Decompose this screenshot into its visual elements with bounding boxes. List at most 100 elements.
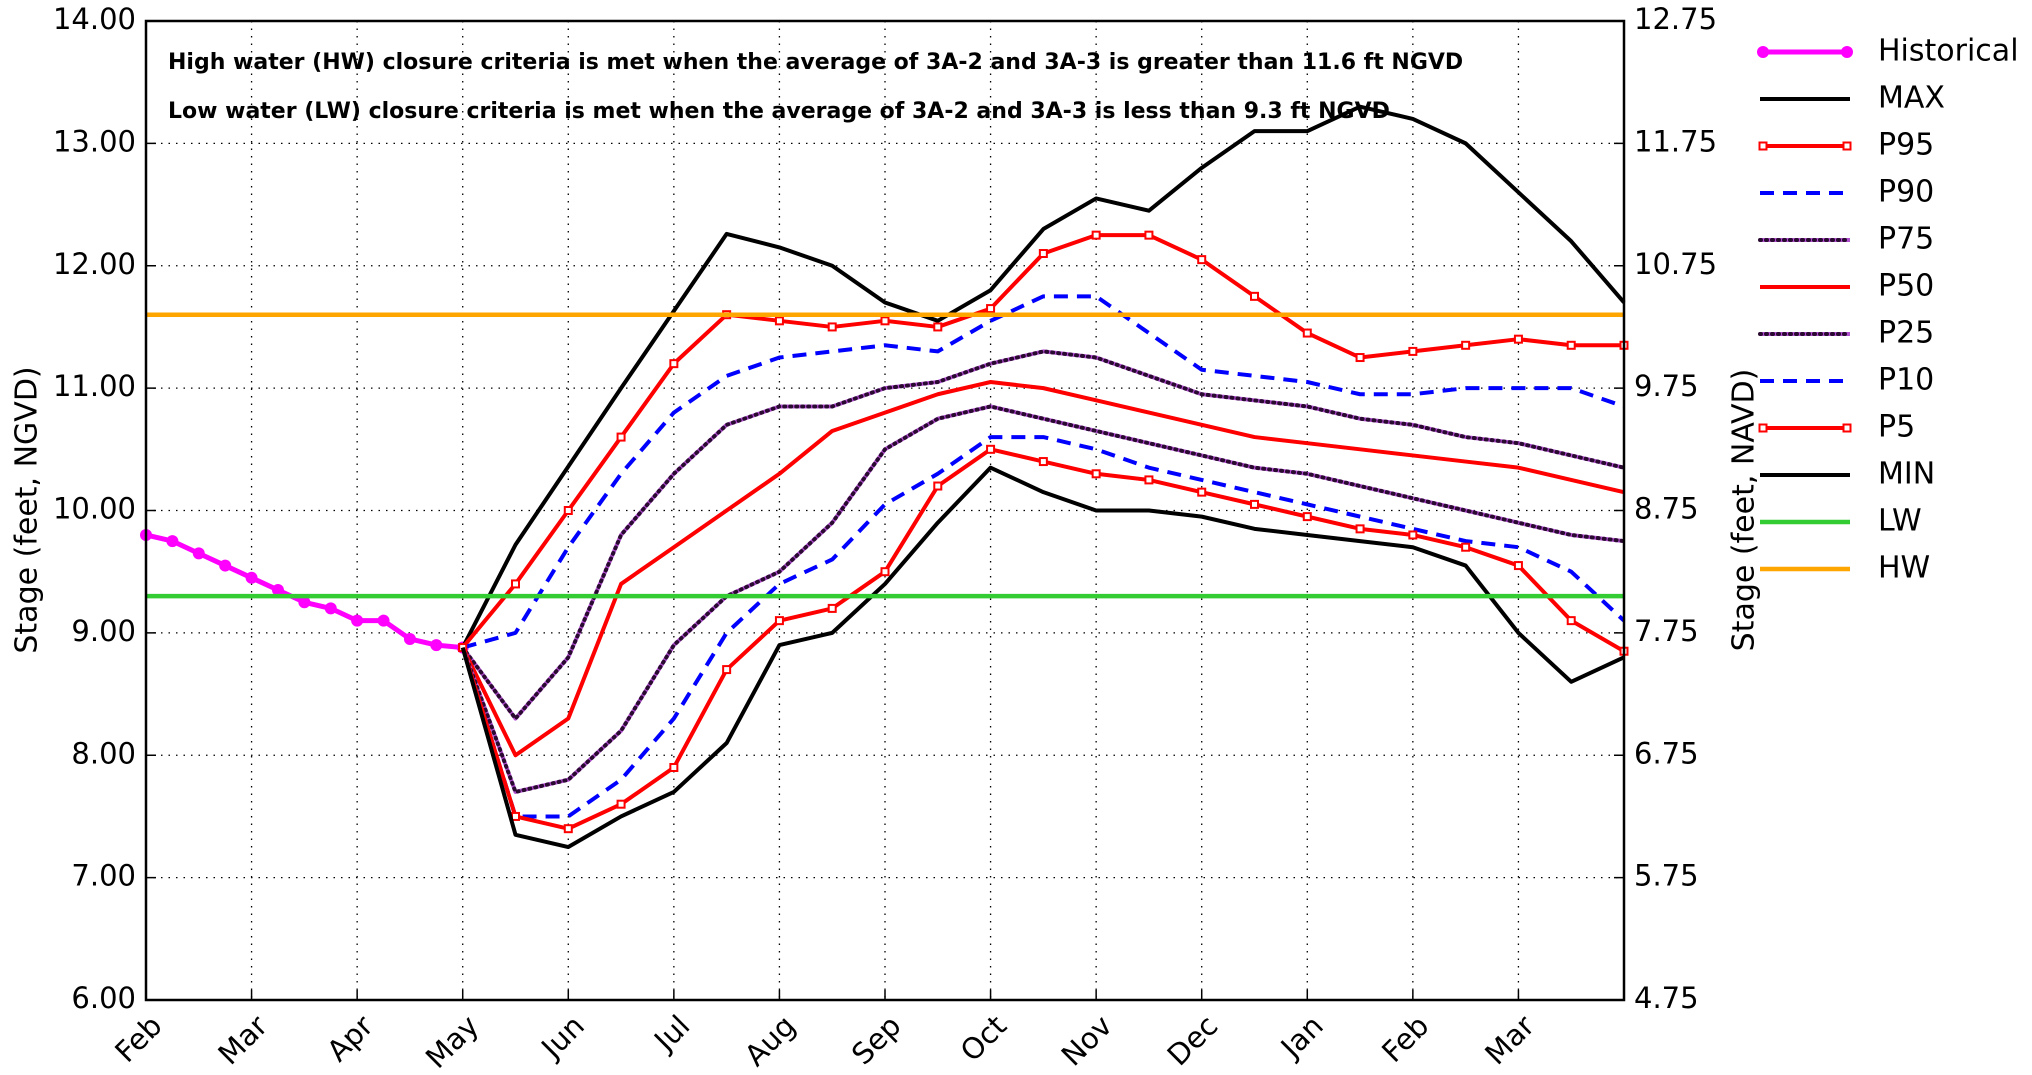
point [1408, 530, 1418, 540]
point [986, 304, 996, 314]
point [1197, 487, 1207, 497]
point [1144, 475, 1154, 485]
x-tick-label: Feb [1375, 1009, 1435, 1069]
point [1038, 457, 1048, 467]
series-line [460, 104, 1626, 649]
series-line [460, 435, 1626, 819]
point [1250, 291, 1259, 301]
y-tick-label: 10.00 [53, 492, 136, 526]
y2-tick-label: 11.75 [1634, 124, 1717, 158]
point [1250, 499, 1259, 509]
point [430, 639, 443, 652]
y-tick-label: 11.00 [53, 369, 136, 403]
point [616, 799, 626, 809]
point [324, 602, 337, 615]
legend-marker [1758, 423, 1768, 433]
y2-tick-label: 7.75 [1634, 614, 1699, 648]
legend-label: P50 [1878, 269, 1934, 304]
x-tick-label: Sep [845, 1009, 908, 1072]
point [245, 571, 258, 584]
point [827, 322, 837, 332]
x-tick-label: Dec [1161, 1009, 1225, 1073]
y-tick-label: 12.00 [53, 247, 136, 281]
legend-label: MIN [1878, 457, 1935, 492]
y2-tick-label: 10.75 [1634, 247, 1717, 281]
x-tick-label: May [419, 1009, 485, 1075]
y2-tick-label: 12.75 [1634, 2, 1717, 36]
x-tick-label: Apr [320, 1009, 380, 1069]
point [774, 616, 784, 626]
point [669, 359, 679, 369]
y2-tick-label: 4.75 [1634, 981, 1699, 1015]
y2-tick-label: 6.75 [1634, 736, 1699, 770]
point [1197, 255, 1207, 265]
y2-axis-label: Stage (feet, NAVD) [1727, 369, 1762, 652]
point [933, 322, 943, 332]
point [1513, 561, 1523, 571]
y2-tick-label: 9.75 [1634, 369, 1699, 403]
x-tick-label: Jun [533, 1009, 590, 1066]
series-line-dots [460, 349, 1626, 722]
point [827, 603, 837, 613]
point [563, 824, 573, 834]
point [1091, 469, 1101, 479]
legend-marker [1842, 423, 1852, 433]
point [1461, 542, 1471, 552]
legend-marker [1842, 141, 1852, 151]
point [1038, 249, 1048, 259]
point [351, 614, 364, 627]
y-axis-label: Stage (feet, NGVD) [10, 366, 45, 653]
legend-label: MAX [1878, 81, 1945, 116]
legend-label: P10 [1878, 363, 1934, 398]
y-tick-label: 7.00 [71, 859, 136, 893]
x-tick-label: Nov [1055, 1009, 1119, 1073]
x-tick-label: Jan [1273, 1009, 1330, 1066]
legend-marker [1841, 46, 1853, 58]
point [403, 632, 416, 645]
point [1408, 346, 1418, 356]
point [616, 432, 626, 442]
point [1461, 340, 1471, 350]
point [880, 567, 890, 577]
series-line-dots [460, 404, 1626, 795]
legend-label: P90 [1878, 175, 1934, 210]
point [1302, 328, 1312, 338]
plot-frame [144, 19, 1626, 1002]
series-line [460, 465, 1625, 850]
legend-label: HW [1878, 551, 1930, 586]
point [219, 559, 232, 572]
point [774, 316, 784, 326]
series-line [461, 349, 1625, 721]
point [377, 614, 390, 627]
x-tick-label: Mar [211, 1009, 274, 1072]
legend-label: Historical [1878, 34, 2019, 69]
point [722, 665, 732, 675]
y-tick-label: 14.00 [53, 2, 136, 36]
legend-label: P25 [1878, 316, 1934, 351]
series-line [462, 294, 1625, 650]
legend-label: P95 [1878, 128, 1934, 163]
x-tick-label: Jul [646, 1009, 696, 1059]
point [1355, 524, 1365, 534]
y-tick-label: 13.00 [53, 124, 136, 158]
point [298, 596, 311, 609]
series-line [460, 380, 1625, 758]
legend-marker [1758, 141, 1768, 151]
y-tick-label: 8.00 [71, 736, 136, 770]
x-tick-label: Oct [954, 1009, 1014, 1069]
legend-label: LW [1878, 504, 1922, 539]
y2-tick-label: 5.75 [1634, 859, 1699, 893]
point [166, 535, 179, 548]
y2-tick-label: 8.75 [1634, 492, 1699, 526]
point [669, 762, 679, 772]
point [563, 506, 573, 515]
point [1513, 334, 1523, 344]
y-tick-label: 6.00 [71, 981, 136, 1015]
point [192, 547, 205, 560]
legend-label: P5 [1878, 410, 1915, 445]
point [271, 584, 284, 597]
plot-area [140, 104, 1629, 850]
x-tick-label: Mar [1478, 1009, 1541, 1072]
